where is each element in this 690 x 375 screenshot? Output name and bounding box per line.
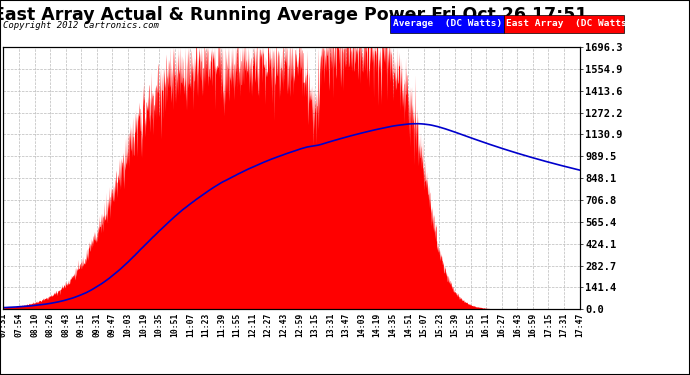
Text: 10:35: 10:35 bbox=[155, 312, 164, 337]
Text: 11:07: 11:07 bbox=[186, 312, 195, 337]
Text: 12:59: 12:59 bbox=[295, 312, 304, 337]
Text: 11:39: 11:39 bbox=[217, 312, 226, 337]
Text: 15:23: 15:23 bbox=[435, 312, 444, 337]
Text: 11:55: 11:55 bbox=[233, 312, 241, 337]
Text: 14:19: 14:19 bbox=[373, 312, 382, 337]
Text: 14:35: 14:35 bbox=[388, 312, 397, 337]
Text: 16:11: 16:11 bbox=[482, 312, 491, 337]
Text: 08:26: 08:26 bbox=[46, 312, 55, 337]
Text: 15:39: 15:39 bbox=[451, 312, 460, 337]
Text: 11:23: 11:23 bbox=[201, 312, 210, 337]
Text: 07:31: 07:31 bbox=[0, 312, 8, 337]
Text: Average  (DC Watts): Average (DC Watts) bbox=[393, 20, 502, 28]
Text: 09:47: 09:47 bbox=[108, 312, 117, 337]
Text: 14:03: 14:03 bbox=[357, 312, 366, 337]
Text: 08:43: 08:43 bbox=[61, 312, 70, 337]
Text: 16:27: 16:27 bbox=[497, 312, 506, 337]
Text: 12:11: 12:11 bbox=[248, 312, 257, 337]
Text: 16:43: 16:43 bbox=[513, 312, 522, 337]
Text: 17:47: 17:47 bbox=[575, 312, 584, 337]
Text: 13:31: 13:31 bbox=[326, 312, 335, 337]
Text: 08:10: 08:10 bbox=[30, 312, 39, 337]
Text: Copyright 2012 Cartronics.com: Copyright 2012 Cartronics.com bbox=[3, 21, 159, 30]
Text: 13:47: 13:47 bbox=[342, 312, 351, 337]
Text: 10:03: 10:03 bbox=[124, 312, 132, 337]
Text: 10:51: 10:51 bbox=[170, 312, 179, 337]
Text: 12:27: 12:27 bbox=[264, 312, 273, 337]
Text: 17:31: 17:31 bbox=[560, 312, 569, 337]
Text: 07:54: 07:54 bbox=[14, 312, 23, 337]
Text: 16:59: 16:59 bbox=[529, 312, 538, 337]
Text: 12:43: 12:43 bbox=[279, 312, 288, 337]
Text: 17:15: 17:15 bbox=[544, 312, 553, 337]
Text: 09:31: 09:31 bbox=[92, 312, 101, 337]
Text: East Array  (DC Watts): East Array (DC Watts) bbox=[506, 20, 633, 28]
Text: East Array Actual & Running Average Power Fri Oct 26 17:51: East Array Actual & Running Average Powe… bbox=[0, 6, 587, 24]
Text: 14:51: 14:51 bbox=[404, 312, 413, 337]
Text: 15:07: 15:07 bbox=[420, 312, 428, 337]
Text: 09:15: 09:15 bbox=[77, 312, 86, 337]
Text: 15:55: 15:55 bbox=[466, 312, 475, 337]
Text: 10:19: 10:19 bbox=[139, 312, 148, 337]
Text: 13:15: 13:15 bbox=[310, 312, 319, 337]
